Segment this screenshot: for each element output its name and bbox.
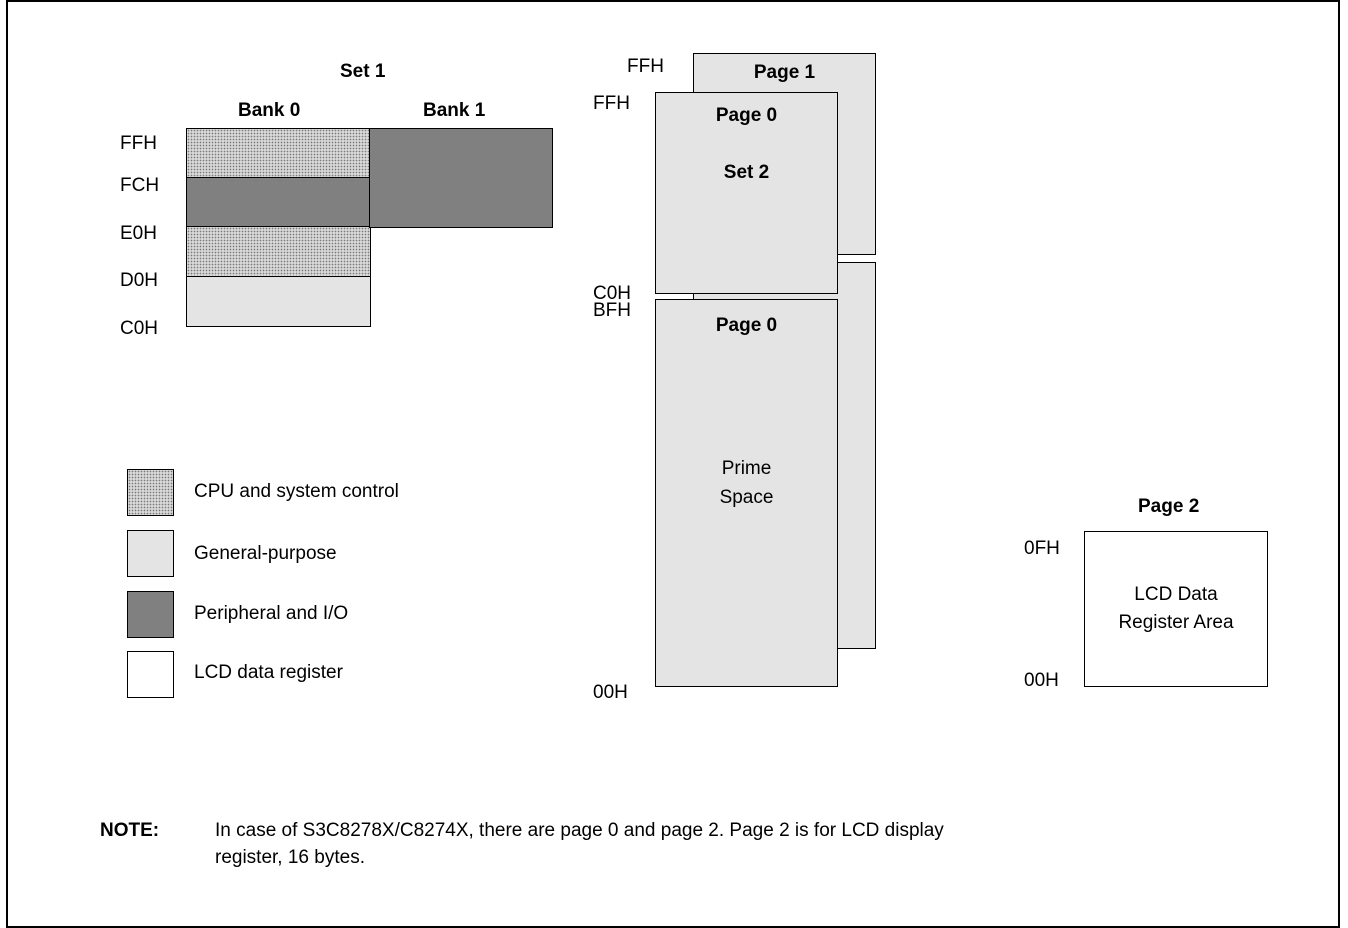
set1-bank0-peripheral-block [186,177,371,228]
prime-addr-bfh: BFH [593,300,631,321]
page0-prime-block: Page 0 Prime Space [655,299,838,687]
note-line1: In case of S3C8278X/C8274X, there are pa… [215,820,944,841]
set2-label: Set 2 [723,162,770,183]
page2-addr-00h: 00H [1024,670,1059,691]
set1-addr-d0h: D0H [120,270,159,291]
legend-swatch-lcd [127,651,174,698]
set2-addr-ffh-back: FFH [627,56,664,77]
page2-title: Page 2 [1138,496,1200,517]
prime-space-line2: Space [719,487,774,508]
legend-swatch-general [127,530,174,577]
legend-label-general: General-purpose [194,543,337,564]
set1-addr-ffh: FFH [120,133,157,154]
set1-addr-fch: FCH [120,175,160,196]
legend-swatch-peripheral [127,591,174,638]
set1-addr-e0h: E0H [120,223,157,244]
set1-bank0-cpu-block-top [186,128,371,179]
legend-swatch-cpu [127,469,174,516]
page2-lcd-block: LCD Data Register Area [1084,531,1268,687]
set1-bank1-peripheral-block [369,128,553,228]
page0-prime-label: Page 0 [715,315,778,336]
page2-addr-0fh: 0FH [1024,538,1060,559]
legend-label-cpu: CPU and system control [194,481,399,502]
page1-label: Page 1 [753,62,816,83]
page2-line1: LCD Data [1134,584,1218,605]
page2-line2: Register Area [1118,612,1234,633]
set2-addr-c0h: C0H [593,283,632,304]
prime-space-line1: Prime [721,458,772,479]
legend-label-lcd: LCD data register [194,662,343,683]
set1-bank0-general-block [186,276,371,327]
set2-addr-ffh-front: FFH [593,93,630,114]
legend-label-peripheral: Peripheral and I/O [194,603,349,624]
set1-bank0-cpu-block-bottom [186,226,371,278]
prime-addr-00h: 00H [593,682,628,703]
bank0-label: Bank 0 [238,100,301,121]
note-line2: register, 16 bytes. [215,847,365,868]
set1-title: Set 1 [340,61,386,82]
note-label: NOTE: [100,820,160,841]
bank1-label: Bank 1 [423,100,486,121]
set1-addr-c0h: C0H [120,318,159,339]
page0-set2-block: Page 0 Set 2 [655,92,838,294]
page0-set2-label: Page 0 [715,105,778,126]
